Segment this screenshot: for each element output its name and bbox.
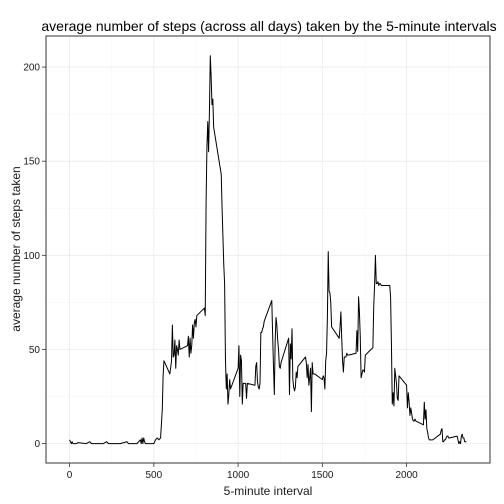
chart-title: average number of steps (across all days… [41, 18, 496, 34]
y-axis-ticks: 0 50 100 150 200 [23, 63, 46, 450]
x-axis-ticks: 0 500 1000 1500 2000 [67, 463, 418, 481]
y-tick-label: 50 [29, 345, 41, 356]
plot-panel-border [45, 35, 491, 464]
x-tick-label: 1500 [311, 470, 334, 481]
major-gridlines [46, 36, 490, 463]
x-axis-title: 5-minute interval [224, 484, 313, 498]
x-tick-label: 0 [67, 470, 73, 481]
x-tick-label: 500 [145, 470, 162, 481]
y-tick-label: 100 [23, 251, 40, 262]
y-tick-label: 0 [34, 439, 40, 450]
y-axis-title: average number of steps taken [9, 166, 23, 331]
series-line [69, 55, 467, 445]
minor-gridlines [46, 36, 490, 463]
y-tick-label: 200 [23, 63, 40, 74]
x-tick-label: 2000 [395, 470, 418, 481]
x-tick-label: 1000 [227, 470, 250, 481]
y-tick-label: 150 [23, 157, 40, 168]
plot-panel [46, 36, 490, 463]
